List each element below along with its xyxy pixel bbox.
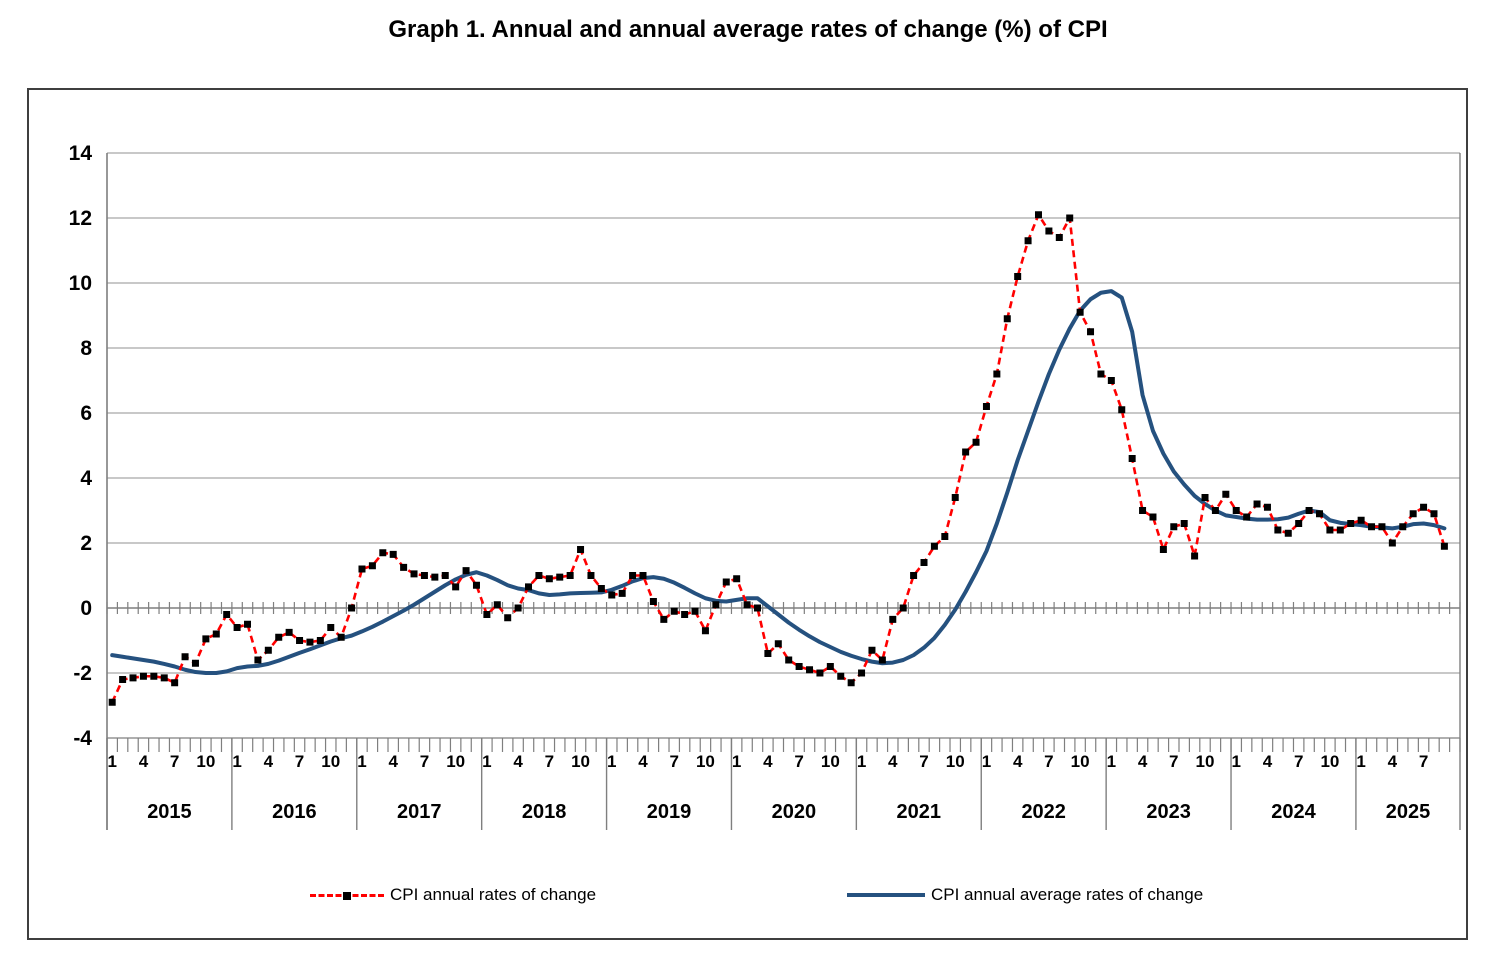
svg-text:4: 4 bbox=[638, 752, 648, 771]
svg-text:10: 10 bbox=[821, 752, 840, 771]
svg-text:2021: 2021 bbox=[897, 801, 942, 823]
chart-title: Graph 1. Annual and annual average rates… bbox=[388, 16, 1108, 43]
svg-text:10: 10 bbox=[446, 752, 465, 771]
svg-text:4: 4 bbox=[80, 467, 92, 490]
legend-item-annual-average: CPI annual average rates of change bbox=[847, 883, 1203, 907]
svg-text:2: 2 bbox=[80, 532, 92, 555]
legend-item-annual: CPI annual rates of change bbox=[310, 883, 596, 907]
svg-text:1: 1 bbox=[1356, 752, 1365, 771]
svg-text:1: 1 bbox=[357, 752, 366, 771]
svg-text:-2: -2 bbox=[73, 662, 92, 685]
svg-text:2020: 2020 bbox=[772, 801, 817, 823]
svg-text:7: 7 bbox=[170, 752, 179, 771]
svg-text:1: 1 bbox=[482, 752, 491, 771]
svg-text:10: 10 bbox=[571, 752, 590, 771]
svg-text:4: 4 bbox=[1013, 752, 1023, 771]
svg-text:2017: 2017 bbox=[397, 801, 442, 823]
chart-legend: CPI annual rates of change CPI annual av… bbox=[29, 883, 1466, 913]
svg-text:4: 4 bbox=[763, 752, 773, 771]
svg-text:1: 1 bbox=[857, 752, 866, 771]
svg-text:10: 10 bbox=[69, 272, 92, 295]
red-dashed-line-sample bbox=[310, 891, 384, 900]
svg-text:10: 10 bbox=[1196, 752, 1215, 771]
svg-text:2024: 2024 bbox=[1271, 801, 1316, 823]
svg-text:1: 1 bbox=[1107, 752, 1116, 771]
svg-text:7: 7 bbox=[669, 752, 678, 771]
blue-solid-line-sample bbox=[847, 893, 925, 897]
legend-label-annual: CPI annual rates of change bbox=[390, 885, 597, 904]
svg-text:0: 0 bbox=[80, 597, 92, 620]
svg-text:7: 7 bbox=[420, 752, 429, 771]
svg-text:1: 1 bbox=[232, 752, 241, 771]
svg-text:2019: 2019 bbox=[647, 801, 692, 823]
svg-text:1: 1 bbox=[982, 752, 991, 771]
svg-text:10: 10 bbox=[1071, 752, 1090, 771]
svg-text:7: 7 bbox=[1044, 752, 1053, 771]
svg-text:4: 4 bbox=[888, 752, 898, 771]
svg-text:10: 10 bbox=[696, 752, 715, 771]
svg-text:6: 6 bbox=[80, 402, 92, 425]
svg-text:1: 1 bbox=[107, 752, 116, 771]
svg-text:1: 1 bbox=[732, 752, 741, 771]
svg-text:10: 10 bbox=[1320, 752, 1339, 771]
svg-text:14: 14 bbox=[69, 142, 93, 165]
svg-text:7: 7 bbox=[1294, 752, 1303, 771]
svg-text:4: 4 bbox=[1388, 752, 1398, 771]
svg-text:4: 4 bbox=[513, 752, 523, 771]
svg-text:4: 4 bbox=[1263, 752, 1273, 771]
chart-frame: 14 12 10 8 6 4 2 0 -2 -4 1 4 7 10 2015 1 4 7 10 2016 1 4 7 10 20… bbox=[27, 88, 1468, 940]
svg-text:4: 4 bbox=[1138, 752, 1148, 771]
svg-text:7: 7 bbox=[1419, 752, 1428, 771]
svg-text:4: 4 bbox=[139, 752, 149, 771]
svg-text:12: 12 bbox=[69, 207, 92, 230]
black-square-marker-icon bbox=[343, 891, 351, 900]
svg-text:2018: 2018 bbox=[522, 801, 567, 823]
svg-text:2015: 2015 bbox=[147, 801, 192, 823]
svg-text:7: 7 bbox=[295, 752, 304, 771]
svg-text:7: 7 bbox=[794, 752, 803, 771]
svg-text:10: 10 bbox=[946, 752, 965, 771]
svg-text:1: 1 bbox=[607, 752, 616, 771]
svg-text:7: 7 bbox=[919, 752, 928, 771]
svg-text:-4: -4 bbox=[73, 727, 92, 750]
svg-text:7: 7 bbox=[1169, 752, 1178, 771]
svg-text:2016: 2016 bbox=[272, 801, 317, 823]
svg-text:2025: 2025 bbox=[1386, 801, 1431, 823]
svg-text:2022: 2022 bbox=[1021, 801, 1066, 823]
svg-text:1: 1 bbox=[1232, 752, 1241, 771]
svg-text:7: 7 bbox=[545, 752, 554, 771]
svg-text:4: 4 bbox=[264, 752, 274, 771]
svg-text:4: 4 bbox=[388, 752, 398, 771]
svg-text:10: 10 bbox=[321, 752, 340, 771]
svg-text:10: 10 bbox=[196, 752, 215, 771]
svg-text:2023: 2023 bbox=[1146, 801, 1191, 823]
svg-text:8: 8 bbox=[80, 337, 92, 360]
legend-label-annual-average: CPI annual average rates of change bbox=[931, 885, 1204, 904]
